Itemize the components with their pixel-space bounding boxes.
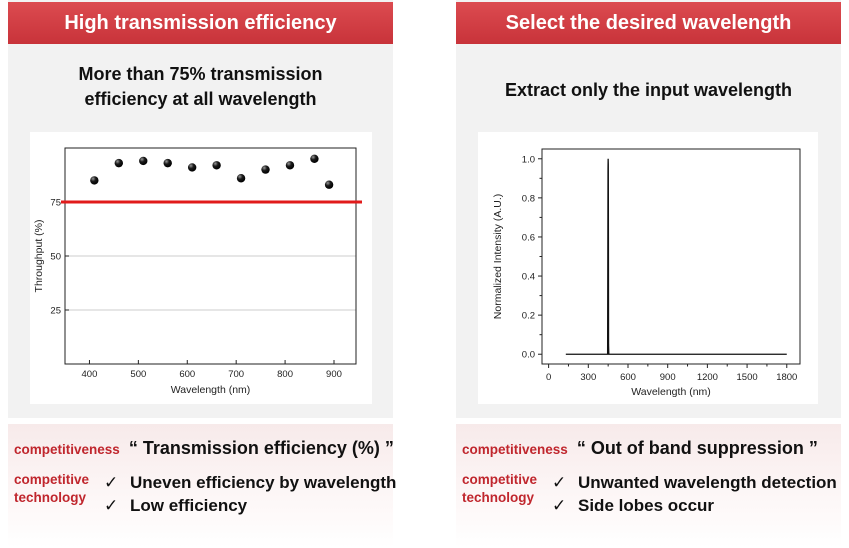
right-competitiveness-text: “ Out of band suppression ” [576,438,818,458]
data-point [236,174,246,183]
left-subtitle-line1: More than 75% transmission [78,64,323,84]
data-point [90,176,99,185]
data-point [261,165,270,174]
y-tick-label: 50 [50,252,61,263]
right-tech-line2: technology [462,490,535,505]
y-tick-label: 75 [50,198,61,209]
throughput-chart: 25 50 75 400 500 600 700 800 900 Wavelength (nm) T… [30,132,372,404]
x-tick-label: 800 [277,369,293,380]
check-icon: ✓ [552,496,567,515]
right-check-text: Side lobes occur [578,496,715,515]
spectrum-line [565,158,787,355]
left-check-text: Uneven efficiency by wavelength [130,473,397,492]
left-competitive-technology-label: competitive technology [14,471,89,507]
right-check-item: ✓ Side lobes occur [552,494,837,517]
data-point [285,161,295,170]
data-point [187,163,197,172]
x-tick-label: 1800 [776,372,797,383]
intensity-chart: 0.0 0.2 0.4 0.6 0.8 1.0 0 300 600 900 1200 1500 1800… [478,132,818,404]
x-tick-label: 900 [326,369,342,380]
right-competitive-technology-label: competitive technology [462,471,537,507]
data-point [139,156,148,166]
x-tick-label: 600 [179,369,195,380]
x-tick-label: 600 [620,372,636,383]
check-icon: ✓ [104,496,119,515]
data-point [163,158,172,168]
left-tech-line2: technology [14,490,87,505]
left-check-list: ✓ Uneven efficiency by wavelength ✓ Low … [104,471,396,517]
left-panel: High transmission efficiency More than 7… [8,0,393,418]
intensity-chart-svg: 0.0 0.2 0.4 0.6 0.8 1.0 0 300 600 900 1200 1500 1800… [492,148,801,398]
right-competitiveness-tag: competitiveness [462,442,568,457]
data-point [114,158,123,168]
y-tick-label: 0.0 [522,350,535,361]
data-point [212,161,221,170]
y-tick-label: 0.6 [522,232,535,243]
plot-frame [541,148,801,365]
left-header: High transmission efficiency [8,2,393,44]
throughput-chart-svg: 25 50 75 400 500 600 700 800 900 Wavelength (nm) T… [33,147,362,396]
left-check-text: Low efficiency [130,496,248,515]
left-subtitle-line2: efficiency at all wavelength [84,89,317,109]
x-tick-label: 300 [580,372,596,383]
data-point [324,180,334,189]
y-tick-label: 0.8 [522,193,535,204]
right-competitiveness: competitiveness “ Out of band suppressio… [462,438,818,459]
right-check-list: ✓ Unwanted wavelength detection ✓ Side l… [552,471,837,517]
right-tech-line1: competitive [462,472,538,487]
x-tick-label: 700 [228,369,244,380]
x-tick-label: 500 [130,369,146,380]
y-axis-label: Normalized Intensity (A.U.) [492,194,504,319]
y-tick-label: 25 [50,306,61,317]
right-header: Select the desired wavelength [456,2,841,44]
x-tick-label: 1200 [697,372,718,383]
check-icon: ✓ [552,473,567,492]
y-axis-label: Throughput (%) [33,220,45,293]
left-competition-box: competitiveness “ Transmission efficienc… [8,424,396,548]
x-tick-label: 1500 [737,372,758,383]
y-tick-label: 0.4 [522,272,535,283]
right-check-text: Unwanted wavelength detection [578,473,837,492]
x-tick-label: 400 [82,369,98,380]
data-point [310,154,319,163]
y-tick-label: 0.2 [522,311,535,322]
right-panel: Select the desired wavelength Extract on… [456,0,841,418]
x-axis-label: Wavelength (nm) [631,386,711,398]
left-competitiveness-tag: competitiveness [14,442,120,457]
x-axis-label: Wavelength (nm) [171,384,251,396]
right-competition-box: competitiveness “ Out of band suppressio… [456,424,841,548]
left-competitiveness-text: “ Transmission efficiency (%) ” [128,438,394,458]
left-subtitle: More than 75% transmission efficiency at… [8,62,393,112]
right-subtitle: Extract only the input wavelength [504,80,793,100]
left-check-item: ✓ Low efficiency [104,494,396,517]
y-tick-label: 1.0 [522,154,535,165]
x-tick-label: 900 [660,372,676,383]
left-competitiveness: competitiveness “ Transmission efficienc… [14,438,394,459]
check-icon: ✓ [104,473,119,492]
left-check-item: ✓ Uneven efficiency by wavelength [104,471,396,494]
x-tick-label: 0 [546,372,551,383]
left-tech-line1: competitive [14,472,90,487]
right-check-item: ✓ Unwanted wavelength detection [552,471,837,494]
